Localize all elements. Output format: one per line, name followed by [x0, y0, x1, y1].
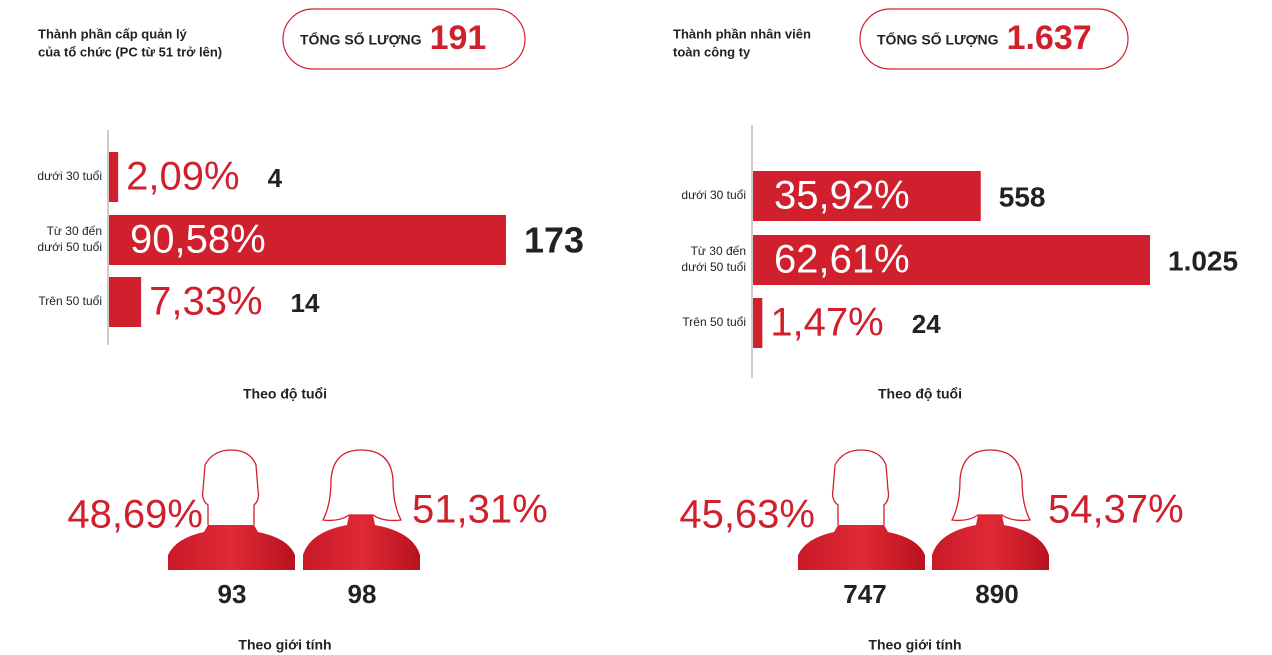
age-caption: Theo độ tuổi [878, 386, 962, 402]
male-head [201, 449, 260, 525]
female-head [950, 449, 1032, 522]
female-icon [303, 449, 420, 570]
male-percent: 48,69% [67, 493, 203, 537]
age-label: Trên 50 tuổi [38, 294, 102, 308]
count-label: 4 [268, 163, 283, 193]
bar [753, 171, 981, 221]
female-percent: 54,37% [1048, 488, 1184, 532]
percent-label: 2,09% [126, 155, 239, 199]
panel-title: Thành phần nhân viên [673, 26, 811, 41]
age-label: Từ 30 đến [691, 244, 746, 258]
percent-label: 62,61% [774, 238, 910, 282]
total-value: 191 [430, 19, 487, 57]
gender-caption: Theo giới tính [238, 637, 331, 653]
percent-label: 7,33% [149, 280, 262, 324]
age-label: Từ 30 đến [47, 224, 102, 238]
bar [109, 152, 119, 202]
percent-label: 1,47% [770, 301, 883, 345]
age-label: dưới 50 tuổi [37, 240, 102, 254]
female-count: 98 [348, 579, 377, 609]
count-label: 1.025 [1168, 245, 1238, 276]
total-caption: TỔNG SỐ LƯỢNG [877, 31, 999, 48]
panel-title: toàn công ty [673, 44, 751, 59]
female-body [932, 515, 1049, 570]
bar [753, 235, 1150, 285]
age-label: dưới 50 tuổi [681, 260, 746, 274]
male-icon [798, 449, 925, 570]
bar [109, 277, 142, 327]
panel-title: Thành phần cấp quản lý [38, 26, 188, 41]
count-label: 173 [524, 220, 584, 261]
percent-label: 35,92% [774, 174, 910, 218]
female-icon [932, 449, 1049, 570]
bar [753, 298, 763, 348]
total-pill [282, 8, 526, 70]
male-icon [168, 449, 295, 570]
count-label: 24 [912, 309, 941, 339]
count-label: 14 [291, 288, 320, 318]
bar [109, 215, 506, 265]
male-percent: 45,63% [679, 493, 815, 537]
total-value: 1.637 [1007, 19, 1092, 57]
female-count: 890 [975, 579, 1018, 609]
age-label: Trên 50 tuổi [682, 315, 746, 329]
age-label: dưới 30 tuổi [37, 169, 102, 183]
female-percent: 51,31% [412, 488, 548, 532]
female-head [321, 449, 403, 522]
total-caption: TỔNG SỐ LƯỢNG [300, 31, 422, 48]
age-label: dưới 30 tuổi [681, 188, 746, 202]
male-body [798, 525, 925, 570]
male-head [831, 449, 890, 525]
count-label: 558 [999, 181, 1046, 212]
panel-title: của tổ chức (PC từ 51 trở lên) [38, 44, 222, 59]
percent-label: 90,58% [130, 218, 266, 262]
male-count: 93 [218, 579, 247, 609]
total-pill [859, 8, 1129, 70]
gender-caption: Theo giới tính [868, 637, 961, 653]
age-caption: Theo độ tuổi [243, 386, 327, 402]
female-body [303, 515, 420, 570]
male-body [168, 525, 295, 570]
male-count: 747 [843, 579, 886, 609]
